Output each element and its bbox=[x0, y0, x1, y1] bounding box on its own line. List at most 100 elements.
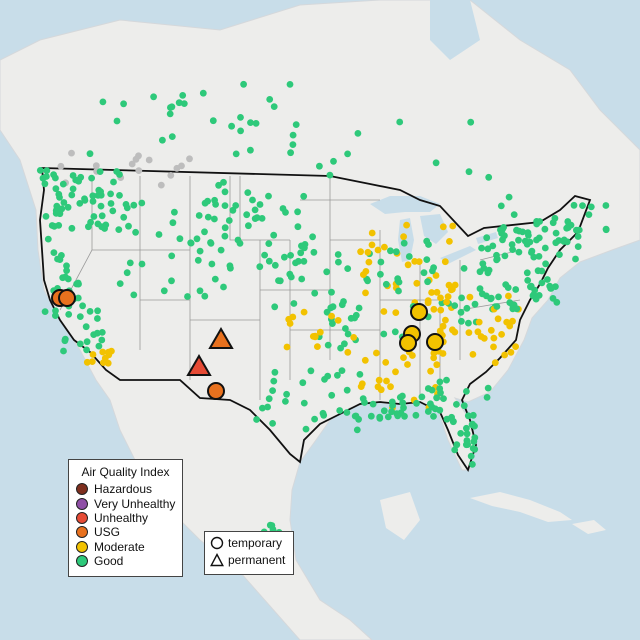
site-marker bbox=[382, 280, 390, 288]
site-marker bbox=[160, 287, 168, 295]
site-marker bbox=[256, 201, 264, 208]
site-marker bbox=[240, 80, 248, 88]
site-marker bbox=[297, 249, 305, 257]
site-marker bbox=[587, 203, 595, 211]
hazardous-swatch-icon bbox=[76, 483, 88, 496]
site-marker bbox=[56, 194, 63, 201]
site-marker bbox=[555, 237, 563, 244]
site-marker bbox=[247, 146, 254, 154]
site-marker bbox=[271, 303, 279, 311]
site-marker bbox=[69, 185, 77, 193]
site-marker bbox=[443, 298, 450, 306]
permanent-site-marker bbox=[208, 327, 234, 349]
site-marker bbox=[483, 394, 491, 401]
site-marker bbox=[159, 136, 166, 144]
site-marker bbox=[86, 150, 94, 158]
site-marker bbox=[89, 197, 97, 205]
site-marker bbox=[451, 302, 459, 309]
site-marker bbox=[444, 293, 452, 300]
site-marker bbox=[211, 275, 219, 283]
site-marker bbox=[602, 202, 610, 209]
site-marker bbox=[340, 298, 347, 305]
site-marker bbox=[354, 130, 362, 137]
site-marker bbox=[396, 394, 404, 401]
site-marker bbox=[343, 409, 351, 416]
site-marker bbox=[324, 341, 332, 349]
site-marker bbox=[427, 400, 434, 408]
site-marker bbox=[63, 262, 70, 270]
legend-item-permanent: permanent bbox=[205, 552, 293, 568]
lake-michigan bbox=[398, 218, 414, 262]
site-marker bbox=[478, 290, 486, 298]
hudson-bay bbox=[430, 0, 480, 60]
site-marker bbox=[570, 201, 578, 209]
site-marker bbox=[342, 325, 349, 332]
site-marker bbox=[251, 206, 259, 214]
site-marker bbox=[244, 189, 252, 197]
site-marker bbox=[475, 318, 483, 326]
site-marker bbox=[439, 322, 447, 330]
site-marker bbox=[469, 461, 476, 468]
site-marker bbox=[425, 241, 432, 248]
site-marker bbox=[199, 89, 207, 97]
site-marker bbox=[101, 354, 109, 362]
site-marker bbox=[104, 359, 112, 367]
site-marker bbox=[96, 168, 104, 176]
site-marker bbox=[83, 358, 91, 366]
site-marker bbox=[541, 225, 549, 233]
site-marker bbox=[211, 196, 219, 204]
site-marker bbox=[382, 359, 390, 366]
cuba-land bbox=[470, 492, 572, 522]
site-marker bbox=[97, 202, 105, 210]
site-marker bbox=[560, 238, 568, 245]
site-marker bbox=[89, 351, 97, 358]
site-marker bbox=[41, 308, 49, 315]
site-marker bbox=[123, 204, 131, 212]
site-marker bbox=[484, 269, 492, 277]
site-marker bbox=[265, 395, 273, 403]
site-marker bbox=[344, 348, 352, 356]
site-marker bbox=[463, 388, 470, 395]
monitor-type-legend: temporary permanent bbox=[204, 531, 294, 575]
site-marker bbox=[110, 178, 117, 186]
site-marker bbox=[572, 255, 579, 263]
site-marker bbox=[270, 377, 278, 385]
site-marker bbox=[485, 173, 493, 181]
site-marker bbox=[389, 402, 396, 409]
site-marker bbox=[211, 215, 218, 223]
site-marker bbox=[155, 231, 163, 238]
site-marker bbox=[204, 213, 212, 221]
site-marker bbox=[282, 398, 289, 405]
legend-item-good: Good bbox=[69, 554, 182, 568]
site-marker bbox=[418, 393, 426, 401]
site-marker bbox=[463, 424, 470, 432]
site-marker bbox=[207, 240, 215, 247]
site-marker bbox=[65, 311, 73, 318]
site-marker bbox=[171, 208, 178, 216]
site-marker bbox=[52, 185, 60, 193]
site-marker bbox=[493, 255, 501, 263]
site-marker bbox=[201, 228, 208, 236]
site-marker bbox=[515, 227, 523, 235]
triangle-outline-icon bbox=[210, 553, 224, 567]
site-marker bbox=[44, 235, 52, 243]
site-marker bbox=[247, 119, 254, 126]
site-marker bbox=[180, 100, 188, 107]
site-marker bbox=[535, 253, 543, 260]
site-marker bbox=[73, 280, 80, 288]
site-marker bbox=[471, 434, 479, 442]
site-marker bbox=[221, 232, 229, 240]
legend-label: Moderate bbox=[94, 539, 145, 554]
site-marker bbox=[341, 340, 348, 348]
site-marker bbox=[221, 202, 229, 210]
site-marker bbox=[76, 313, 84, 320]
site-marker bbox=[487, 326, 495, 334]
site-marker bbox=[500, 224, 507, 231]
site-marker bbox=[270, 103, 278, 110]
site-marker bbox=[59, 180, 67, 188]
site-marker bbox=[287, 252, 294, 259]
site-marker bbox=[498, 331, 505, 338]
site-marker bbox=[157, 181, 165, 189]
site-marker bbox=[469, 420, 476, 428]
site-marker bbox=[287, 149, 294, 157]
